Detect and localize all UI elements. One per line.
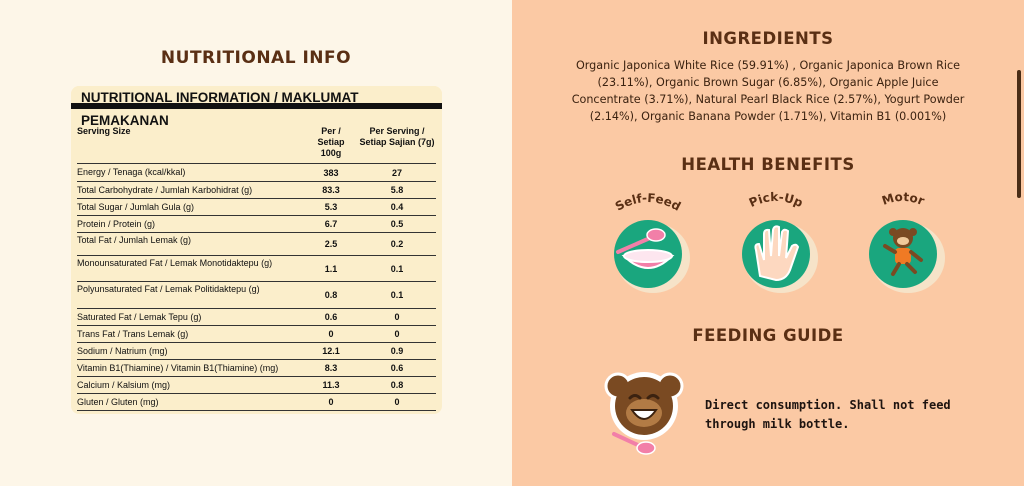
svg-text:Self-Feed: Self-Feed bbox=[613, 191, 683, 214]
nutrient-label: Protein / Protein (g) bbox=[77, 219, 156, 229]
nutrient-per-100g: 6.7 bbox=[324, 219, 338, 229]
nutrient-per-serving: 0 bbox=[394, 312, 400, 322]
table-row: Sodium / Natrium (mg) 12.1 0.9 bbox=[77, 343, 436, 360]
column-header-per-serving: Per Serving / Setiap Sajian (7g) bbox=[359, 126, 435, 147]
nutrient-per-serving: 0.6 bbox=[390, 363, 404, 373]
table-row: Saturated Fat / Lemak Tepu (g) 0.6 0 bbox=[77, 309, 436, 326]
nutrient-label: Total Sugar / Jumlah Gula (g) bbox=[77, 202, 195, 212]
nutrient-label: Sodium / Natrium (mg) bbox=[77, 346, 168, 356]
benefit-self-feed: Self-Feed bbox=[598, 190, 694, 308]
table-row: Trans Fat / Trans Lemak (g) 0 0 bbox=[77, 326, 436, 343]
benefit-label-self-feed: Self-Feed bbox=[613, 191, 683, 214]
table-row: Total Carbohydrate / Jumlah Karbohidrat … bbox=[77, 182, 436, 199]
nutrient-per-100g: 0.8 bbox=[324, 290, 338, 300]
nutrition-table-title: NUTRITIONAL INFORMATION / MAKLUMAT PEMAK… bbox=[71, 86, 442, 128]
nutrient-label: Total Fat / Jumlah Lemak (g) bbox=[77, 235, 192, 245]
column-header-per-100g: Per / Setiap 100g bbox=[317, 126, 345, 158]
table-row: Calcium / Kalsium (mg) 11.3 0.8 bbox=[77, 377, 436, 394]
nutrient-label: Total Carbohydrate / Jumlah Karbohidrat … bbox=[77, 185, 253, 195]
table-row: Vitamin B1(Thiamine) / Vitamin B1(Thiami… bbox=[77, 360, 436, 377]
table-row: Gluten / Gluten (mg) 0 0 bbox=[77, 394, 436, 411]
nutrient-per-serving: 0.5 bbox=[390, 219, 404, 229]
ingredients-heading: INGREDIENTS bbox=[702, 29, 834, 48]
nutrition-panel: NUTRITIONAL INFO NUTRITIONAL INFORMATION… bbox=[0, 0, 512, 486]
table-row: Total Fat / Jumlah Lemak (g) 2.5 0.2 bbox=[77, 233, 436, 256]
nutrient-per-100g: 8.3 bbox=[324, 363, 338, 373]
product-info-panel: INGREDIENTS Organic Japonica White Rice … bbox=[512, 0, 1024, 486]
benefit-label-motor: Motor bbox=[880, 190, 926, 208]
benefit-motor: Motor bbox=[853, 190, 949, 308]
svg-text:Motor: Motor bbox=[880, 190, 926, 208]
feeding-guide-heading: FEEDING GUIDE bbox=[692, 326, 844, 345]
nutrient-per-serving: 0.2 bbox=[390, 239, 404, 249]
nutrient-per-100g: 0 bbox=[328, 397, 334, 407]
nutrition-table: NUTRITIONAL INFORMATION / MAKLUMAT PEMAK… bbox=[71, 86, 442, 414]
hand-icon: Pick-Up bbox=[742, 190, 818, 293]
nutrition-header-row: Serving Size Per / Setiap 100g Per Serving… bbox=[77, 120, 436, 164]
health-benefits-heading: HEALTH BENEFITS bbox=[681, 155, 855, 174]
bowl-spoon-icon: Self-Feed bbox=[613, 191, 690, 293]
scrollbar[interactable] bbox=[1014, 0, 1024, 486]
nutrient-per-100g: 383 bbox=[323, 168, 339, 178]
nutritional-info-heading: NUTRITIONAL INFO bbox=[160, 48, 352, 68]
nutrient-per-100g: 2.5 bbox=[324, 239, 338, 249]
nutrient-label: Polyunsaturated Fat / Lemak Politidaktep… bbox=[77, 284, 260, 294]
monkey-face-icon bbox=[604, 372, 684, 455]
nutrient-per-serving: 0.1 bbox=[390, 290, 404, 300]
nutrient-per-serving: 0.9 bbox=[390, 346, 404, 356]
nutrient-label: Energy / Tenaga (kcal/kkal) bbox=[77, 167, 186, 177]
nutrient-label: Saturated Fat / Lemak Tepu (g) bbox=[77, 312, 202, 322]
benefit-pick-up: Pick-Up bbox=[726, 190, 822, 308]
nutrient-per-serving: 0.8 bbox=[390, 380, 404, 390]
nutrient-per-100g: 0 bbox=[328, 329, 334, 339]
nutrient-per-serving: 0.1 bbox=[390, 264, 404, 274]
feeding-guide-text: Direct consumption. Shall not feed throu… bbox=[705, 396, 965, 434]
nutrient-per-100g: 1.1 bbox=[324, 264, 338, 274]
nutrient-per-serving: 0 bbox=[394, 329, 400, 339]
nutrient-per-serving: 5.8 bbox=[390, 185, 404, 195]
monkey-running-icon: Motor bbox=[869, 190, 945, 293]
table-row: Energy / Tenaga (kcal/kkal) 383 27 bbox=[77, 164, 436, 182]
nutrient-per-serving: 0 bbox=[394, 397, 400, 407]
nutrient-per-100g: 12.1 bbox=[322, 346, 340, 356]
column-header-serving-size: Serving Size bbox=[77, 126, 131, 136]
nutrient-label: Gluten / Gluten (mg) bbox=[77, 397, 159, 407]
ingredients-text: Organic Japonica White Rice (59.91%) , O… bbox=[571, 59, 965, 123]
table-row: Total Sugar / Jumlah Gula (g) 5.3 0.4 bbox=[77, 199, 436, 216]
svg-text:Pick-Up: Pick-Up bbox=[747, 190, 806, 210]
nutrient-label: Vitamin B1(Thiamine) / Vitamin B1(Thiami… bbox=[77, 363, 279, 373]
scrollbar-thumb[interactable] bbox=[1017, 70, 1021, 198]
benefit-label-pick-up: Pick-Up bbox=[747, 190, 806, 210]
nutrient-per-100g: 5.3 bbox=[324, 202, 338, 212]
nutrient-per-100g: 0.6 bbox=[324, 312, 338, 322]
feeding-text-line2: through milk bottle. bbox=[705, 417, 850, 431]
nutrient-per-serving: 0.4 bbox=[390, 202, 404, 212]
nutrient-per-serving: 27 bbox=[391, 168, 402, 178]
nutrient-label: Monounsaturated Fat / Lemak Monotidaktep… bbox=[77, 258, 273, 268]
nutrient-label: Calcium / Kalsium (mg) bbox=[77, 380, 171, 390]
table-row: Polyunsaturated Fat / Lemak Politidaktep… bbox=[77, 282, 436, 309]
table-row: Protein / Protein (g) 6.7 0.5 bbox=[77, 216, 436, 233]
nutrient-per-100g: 11.3 bbox=[322, 380, 340, 390]
feeding-text-line1: Direct consumption. Shall not feed bbox=[705, 398, 951, 412]
nutrient-label: Trans Fat / Trans Lemak (g) bbox=[77, 329, 189, 339]
nutrient-per-100g: 83.3 bbox=[322, 185, 340, 195]
table-row: Monounsaturated Fat / Lemak Monotidaktep… bbox=[77, 256, 436, 282]
